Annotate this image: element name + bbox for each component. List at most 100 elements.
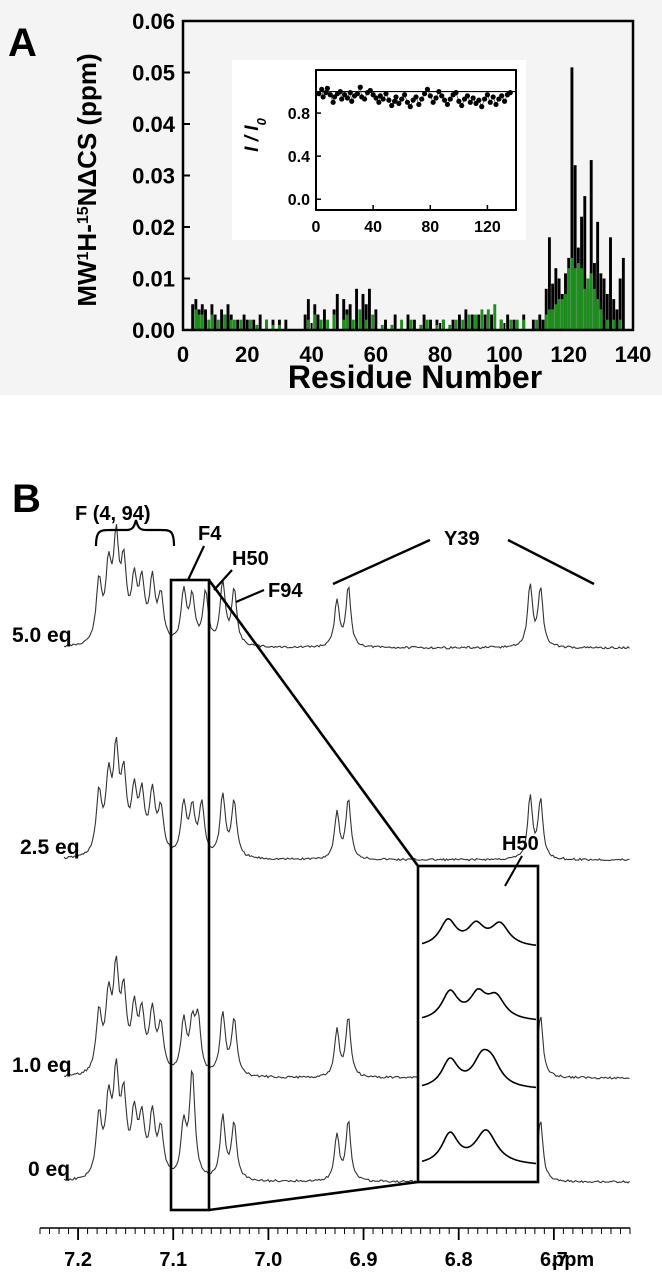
inset-point <box>393 94 399 100</box>
inset-xtick-label: 0 <box>312 219 321 236</box>
bar-green <box>522 319 526 330</box>
bar-black <box>258 314 262 330</box>
bar-black <box>457 314 461 330</box>
ppm-tick-labels: 7.2 7.1 7.0 6.9 6.8 6.7 <box>64 1228 568 1271</box>
nmr-spectrum-trace <box>63 736 630 862</box>
xtick-label: 60 <box>364 342 388 367</box>
xtick-label: 20 <box>235 342 259 367</box>
inset-point <box>337 88 343 95</box>
bar-black <box>464 309 468 330</box>
bar-black <box>252 319 256 330</box>
bar-black <box>422 314 426 330</box>
bar-green <box>277 324 281 330</box>
inset-point <box>386 97 392 103</box>
bar-green <box>547 309 551 330</box>
bar-green <box>557 299 561 330</box>
bar-green <box>210 314 214 330</box>
inset-point <box>373 95 379 101</box>
nmr-spectrum-trace <box>63 1058 630 1184</box>
inset-point <box>416 101 422 108</box>
bar-black <box>348 304 352 330</box>
bar-black <box>570 67 574 330</box>
bar-black <box>506 314 510 330</box>
ppm-tick-label: 6.9 <box>350 1249 378 1271</box>
inset-point <box>357 84 363 90</box>
bar-green <box>271 324 275 330</box>
inset-point <box>436 88 442 95</box>
bar-black <box>541 319 545 330</box>
nmr-spectrum-trace <box>63 955 630 1080</box>
ppm-axis: 7.2 7.1 7.0 6.9 6.8 6.7 ppm <box>39 1227 631 1271</box>
bar-black <box>609 237 612 330</box>
zoom-h50-label: H50 <box>502 833 539 855</box>
bar-black <box>612 299 616 330</box>
inset-scatter: I / I0 0.00.40.8 0 40 80 120 <box>232 60 526 240</box>
bar-green <box>200 314 204 330</box>
bar-green <box>509 319 513 330</box>
bar-green <box>326 319 330 330</box>
bar-black <box>602 278 606 330</box>
projection-line-top <box>207 579 420 867</box>
bar-black <box>213 314 217 330</box>
inset-point <box>499 93 505 99</box>
inset-point <box>484 92 491 98</box>
inset-point <box>324 85 331 91</box>
inset-ytick-label: 0.8 <box>288 106 310 123</box>
bar-green <box>580 268 584 330</box>
ytick-label: 0.01 <box>132 267 175 292</box>
bar-series-green <box>194 257 622 330</box>
bar-chart-yticks: 0.00 0.01 0.02 0.03 0.04 0.05 0.06 <box>132 9 190 343</box>
zoom-trace <box>421 1129 536 1165</box>
inset-point <box>453 90 459 96</box>
bar-black <box>393 314 397 330</box>
bar-black <box>589 160 593 330</box>
nmr-series-label: 5.0 eq <box>12 624 72 647</box>
bar-green <box>425 319 429 330</box>
bar-green <box>499 319 503 330</box>
xtick-label: 40 <box>299 342 323 367</box>
inset-frame <box>315 69 517 211</box>
bar-green <box>564 293 567 330</box>
bar-green <box>586 278 590 330</box>
bar-green <box>570 257 574 330</box>
bar-black <box>316 314 320 330</box>
inset-point <box>344 95 351 101</box>
inset-point <box>427 93 433 99</box>
inset-ytick-label: 0.4 <box>288 149 310 166</box>
inset-point <box>424 86 431 92</box>
bar-green <box>560 299 564 330</box>
inset-point <box>376 99 382 105</box>
inset-point <box>459 102 465 109</box>
inset-ylabel-main: I / I <box>242 125 263 152</box>
bar-green <box>390 324 394 330</box>
inset-point <box>401 92 408 98</box>
highlight-region <box>169 578 420 1212</box>
annotation-y39-leader-left <box>332 538 431 586</box>
bar-black <box>245 319 249 330</box>
inset-point <box>349 98 355 104</box>
bar-green <box>435 324 439 330</box>
bar-green <box>255 324 259 330</box>
bar-black <box>220 309 224 330</box>
inset-point <box>487 99 493 105</box>
annotation-f4-94-brace <box>94 519 176 547</box>
bar-green <box>332 314 336 330</box>
inset-point <box>470 95 476 101</box>
bar-black <box>512 319 516 330</box>
bar-green <box>358 309 362 330</box>
xtick-label: 120 <box>550 342 587 367</box>
bar-green <box>612 319 616 330</box>
inset-xtick-label: 120 <box>474 219 501 236</box>
inset-point <box>361 96 368 102</box>
bar-chart-frame <box>181 19 635 332</box>
bar-green <box>319 319 323 330</box>
ppm-tick-label: 7.1 <box>159 1249 187 1271</box>
bar-black <box>618 278 622 330</box>
bar-green <box>351 319 355 330</box>
ppm-tick-label: 6.8 <box>445 1249 473 1271</box>
bar-green <box>589 273 593 330</box>
projection-line-bottom <box>208 1180 419 1212</box>
bar-green <box>345 314 349 330</box>
bar-black <box>451 319 455 330</box>
